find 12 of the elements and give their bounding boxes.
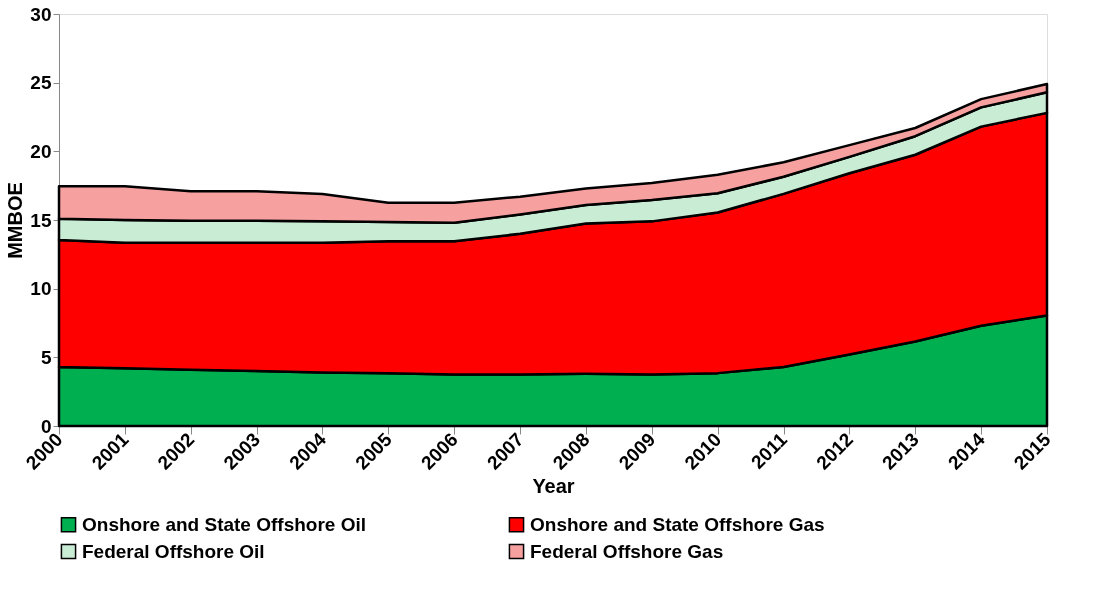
y-axis-title: MMBOE [4, 182, 27, 259]
y-tick-label: 15 [30, 209, 52, 231]
x-axis-title: Year [532, 475, 575, 498]
legend-label: Federal Offshore Oil [82, 540, 265, 562]
legend-label: Onshore and State Offshore Oil [82, 513, 366, 535]
y-tick-label: 20 [30, 140, 52, 162]
y-tick-label: 5 [40, 346, 52, 368]
y-tick-label: 25 [30, 72, 52, 94]
legend-label: Onshore and State Offshore Gas [530, 513, 825, 535]
y-tick-label: 10 [30, 278, 52, 300]
y-tick-label: 30 [30, 3, 52, 25]
legend-label: Federal Offshore Gas [530, 540, 724, 562]
